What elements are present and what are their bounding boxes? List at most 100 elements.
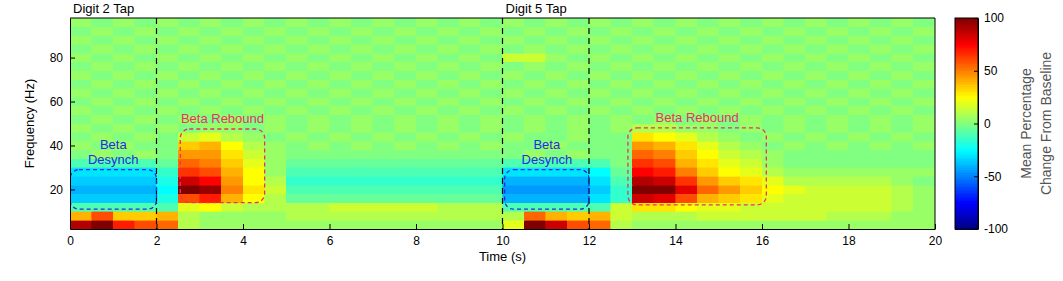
- heatmap-cell: [567, 53, 589, 62]
- heatmap-cell: [524, 167, 546, 176]
- heatmap-cell: [524, 36, 546, 45]
- heatmap-cell: [524, 124, 546, 133]
- heatmap-cell: [481, 150, 503, 159]
- heatmap-cell: [805, 211, 827, 220]
- heatmap-cell: [416, 53, 438, 62]
- heatmap-cell: [892, 150, 914, 159]
- heatmap-cell: [589, 80, 611, 89]
- heatmap-cell: [330, 194, 352, 203]
- heatmap-cell: [567, 211, 589, 220]
- heatmap-cell: [567, 132, 589, 141]
- heatmap-cell: [676, 220, 698, 229]
- heatmap-cell: [243, 27, 265, 36]
- heatmap-cell: [221, 211, 243, 220]
- heatmap-cell: [567, 203, 589, 212]
- y-tick-mark: [70, 102, 75, 103]
- heatmap-cell: [827, 167, 849, 176]
- event-lines: [157, 18, 590, 229]
- heatmap-cell: [913, 97, 935, 106]
- region-label: Desynch: [522, 152, 573, 167]
- x-tick-label: 4: [240, 234, 247, 248]
- heatmap-cell: [827, 211, 849, 220]
- heatmap-cell: [70, 97, 92, 106]
- heatmap-cell: [394, 53, 416, 62]
- y-tick: 80: [50, 51, 75, 65]
- heatmap-cell: [394, 62, 416, 71]
- heatmap-cell: [481, 88, 503, 97]
- region-box: [628, 128, 766, 205]
- heatmap-cell: [265, 185, 287, 194]
- heatmap-cell: [913, 124, 935, 133]
- heatmap-cell: [784, 106, 806, 115]
- heatmap-cell: [611, 124, 633, 133]
- heatmap-cell: [286, 194, 308, 203]
- heatmap-cell: [416, 27, 438, 36]
- heatmap-cell: [740, 176, 762, 185]
- heatmap-cell: [200, 44, 222, 53]
- heatmap-cell: [113, 88, 135, 97]
- frame-right: [935, 18, 936, 229]
- heatmap-cell: [870, 80, 892, 89]
- heatmap-cell: [524, 115, 546, 124]
- heatmap-cell: [92, 124, 114, 133]
- heatmap-cell: [784, 27, 806, 36]
- heatmap-cell: [524, 27, 546, 36]
- heatmap-cell: [286, 167, 308, 176]
- heatmap-cell: [849, 211, 871, 220]
- heatmap-cell: [567, 36, 589, 45]
- heatmap-cell: [697, 44, 719, 53]
- heatmap-cell: [719, 141, 741, 150]
- heatmap-cell: [157, 220, 179, 229]
- heatmap-cell: [330, 150, 352, 159]
- heatmap-cell: [157, 194, 179, 203]
- heatmap-cell: [481, 141, 503, 150]
- heatmap-cell: [784, 71, 806, 80]
- heatmap-cell: [870, 220, 892, 229]
- heatmap-cell: [719, 150, 741, 159]
- heatmap-cell: [546, 124, 568, 133]
- heatmap-cell: [546, 62, 568, 71]
- y-tick-mark: [70, 58, 75, 59]
- heatmap-cell: [870, 167, 892, 176]
- heatmap-cell: [611, 150, 633, 159]
- heatmap-cell: [546, 80, 568, 89]
- heatmap-cell: [394, 176, 416, 185]
- heatmap-cell: [70, 115, 92, 124]
- heatmap-cell: [135, 44, 157, 53]
- x-tick-label: 12: [583, 234, 597, 248]
- heatmap-cell: [849, 115, 871, 124]
- heatmap-cell: [784, 62, 806, 71]
- heatmap-cell: [200, 71, 222, 80]
- heatmap-cell: [265, 159, 287, 168]
- heatmap-cell: [265, 115, 287, 124]
- heatmap-cell: [70, 132, 92, 141]
- heatmap-cell: [913, 27, 935, 36]
- heatmap-cell: [459, 44, 481, 53]
- heatmap-cell: [827, 150, 849, 159]
- heatmap-cell: [849, 18, 871, 27]
- heatmap-cell: [265, 150, 287, 159]
- heatmap-cell: [438, 115, 460, 124]
- heatmap-cell: [308, 211, 330, 220]
- heatmap-cell: [200, 159, 222, 168]
- heatmap-cell: [416, 62, 438, 71]
- heatmap-cell: [611, 115, 633, 124]
- heatmap-cell: [892, 88, 914, 97]
- heatmap-cell: [870, 194, 892, 203]
- heatmap-cell: [330, 124, 352, 133]
- heatmap-cell: [546, 167, 568, 176]
- annotations: Digit 2 TapDigit 5 Tap: [73, 1, 567, 16]
- x-tick: 14: [669, 224, 683, 248]
- heatmap-cell: [286, 203, 308, 212]
- heatmap-cell: [265, 62, 287, 71]
- heatmap-cell: [481, 18, 503, 27]
- heatmap-cell: [719, 62, 741, 71]
- heatmap-cell: [503, 88, 525, 97]
- heatmap-cell: [892, 106, 914, 115]
- heatmap-cell: [589, 220, 611, 229]
- heatmap-cell: [784, 53, 806, 62]
- heatmap-cell: [524, 71, 546, 80]
- heatmap-cell: [654, 88, 676, 97]
- heatmap-cell: [286, 44, 308, 53]
- heatmap-cell: [70, 36, 92, 45]
